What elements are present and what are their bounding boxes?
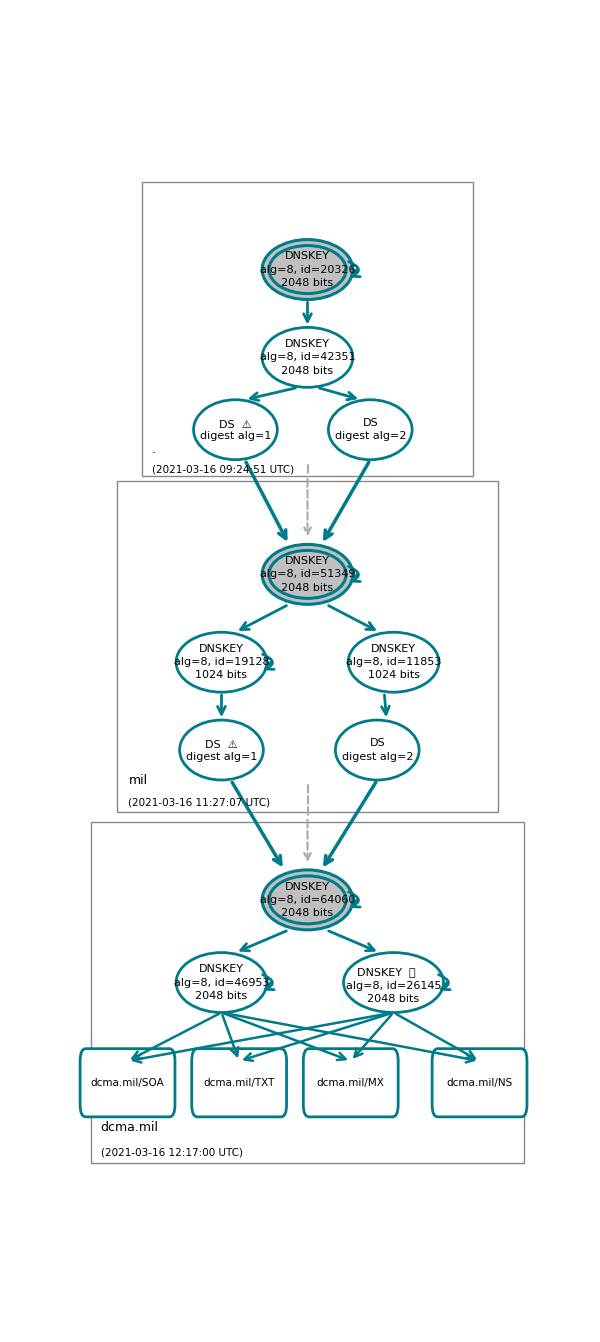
Bar [91,823,524,1164]
Ellipse shape [344,953,443,1012]
Text: DNSKEY  🔺: DNSKEY 🔺 [357,968,416,977]
Bar [117,482,498,812]
Ellipse shape [328,400,412,460]
Ellipse shape [269,246,346,294]
Ellipse shape [262,545,353,604]
FancyBboxPatch shape [192,1048,287,1117]
Ellipse shape [348,632,439,692]
Text: dcma.mil: dcma.mil [101,1122,158,1134]
Text: alg=8, id=26145
2048 bits: alg=8, id=26145 2048 bits [346,981,441,1004]
Text: (2021-03-16 09:24:51 UTC): (2021-03-16 09:24:51 UTC) [152,464,294,474]
Text: (2021-03-16 11:27:07 UTC): (2021-03-16 11:27:07 UTC) [128,798,271,808]
Text: DS  ⚠: DS ⚠ [205,739,238,750]
Text: DS  ⚠: DS ⚠ [219,420,252,429]
Text: (2021-03-16 12:17:00 UTC): (2021-03-16 12:17:00 UTC) [101,1147,242,1157]
Text: dcma.mil/MX: dcma.mil/MX [317,1078,385,1088]
Ellipse shape [269,876,346,923]
Text: DNSKEY
alg=8, id=42351
2048 bits: DNSKEY alg=8, id=42351 2048 bits [260,340,355,376]
Text: DNSKEY
alg=8, id=46953
2048 bits: DNSKEY alg=8, id=46953 2048 bits [174,965,269,1001]
FancyBboxPatch shape [304,1048,398,1117]
Ellipse shape [262,240,353,299]
Ellipse shape [194,400,277,460]
Ellipse shape [179,721,263,780]
Text: .: . [152,443,156,455]
Text: digest alg=1: digest alg=1 [200,419,271,442]
Ellipse shape [269,550,346,599]
Text: digest alg=1: digest alg=1 [186,738,257,762]
Text: dcma.mil/TXT: dcma.mil/TXT [203,1078,275,1088]
Text: DNSKEY
alg=8, id=11853
1024 bits: DNSKEY alg=8, id=11853 1024 bits [346,644,441,680]
Text: dcma.mil/NS: dcma.mil/NS [446,1078,512,1088]
Ellipse shape [176,632,267,692]
Text: dcma.mil/SOA: dcma.mil/SOA [91,1078,164,1088]
Ellipse shape [335,721,419,780]
Text: DNSKEY
alg=8, id=19128
1024 bits: DNSKEY alg=8, id=19128 1024 bits [173,644,269,680]
Ellipse shape [176,953,267,1012]
Text: DNSKEY
alg=8, id=64060
2048 bits: DNSKEY alg=8, id=64060 2048 bits [260,882,355,918]
Ellipse shape [262,870,353,930]
FancyBboxPatch shape [432,1048,527,1117]
FancyBboxPatch shape [80,1048,175,1117]
Text: DNSKEY
alg=8, id=20326
2048 bits: DNSKEY alg=8, id=20326 2048 bits [260,251,355,287]
Text: DS
digest alg=2: DS digest alg=2 [341,738,413,762]
Text: mil: mil [128,774,148,788]
Ellipse shape [262,327,353,388]
Text: DNSKEY
alg=8, id=51349
2048 bits: DNSKEY alg=8, id=51349 2048 bits [260,556,355,593]
Text: DS
digest alg=2: DS digest alg=2 [335,419,406,442]
Bar [142,181,473,476]
